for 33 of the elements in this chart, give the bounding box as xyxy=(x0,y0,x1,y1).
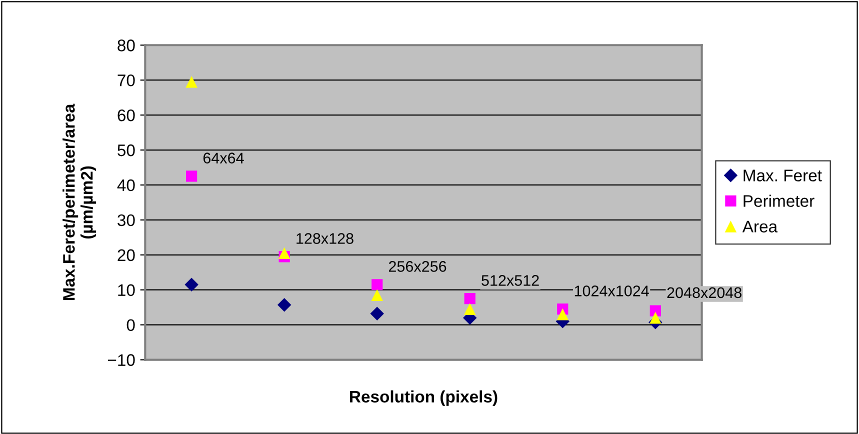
point xyxy=(556,308,569,320)
point xyxy=(186,76,198,88)
point xyxy=(464,293,476,304)
y-tick-label: 70 xyxy=(118,74,135,86)
legend-label: Perimeter xyxy=(744,194,814,207)
data-label: 128x128 xyxy=(296,233,354,244)
data-label: 1024x1024 xyxy=(574,286,649,296)
data-label: 64x64 xyxy=(203,152,244,164)
y-tick-label: 60 xyxy=(118,109,135,122)
legend-label: Max. Feret xyxy=(744,170,822,182)
data-label: 256x256 xyxy=(388,261,446,272)
y-tick-label: 20 xyxy=(118,249,135,262)
point xyxy=(277,298,292,312)
data-label: 2048x2048 xyxy=(667,287,742,298)
y-tick-label: 30 xyxy=(118,214,135,226)
y-tick-label: 40 xyxy=(117,179,135,192)
point xyxy=(371,289,384,302)
point xyxy=(186,170,198,182)
legend-label: Area xyxy=(742,220,778,232)
point xyxy=(278,247,290,260)
point xyxy=(650,312,662,324)
point xyxy=(184,278,198,292)
y-tick-label: 80 xyxy=(118,40,135,52)
y-axis-title: Max.Feret/perimeter/area (µm/µm2) xyxy=(62,104,96,300)
data-label: 512x512 xyxy=(482,275,539,286)
x-axis-title: Resolution (pixels) xyxy=(350,390,498,406)
point xyxy=(464,303,476,315)
point xyxy=(370,306,384,321)
y-tick-label: 0 xyxy=(126,319,135,332)
y-tick-label: 10 xyxy=(118,284,135,296)
y-tick-label: 50 xyxy=(118,144,135,156)
y-tick-label: −10 xyxy=(108,354,135,366)
point xyxy=(372,279,383,290)
